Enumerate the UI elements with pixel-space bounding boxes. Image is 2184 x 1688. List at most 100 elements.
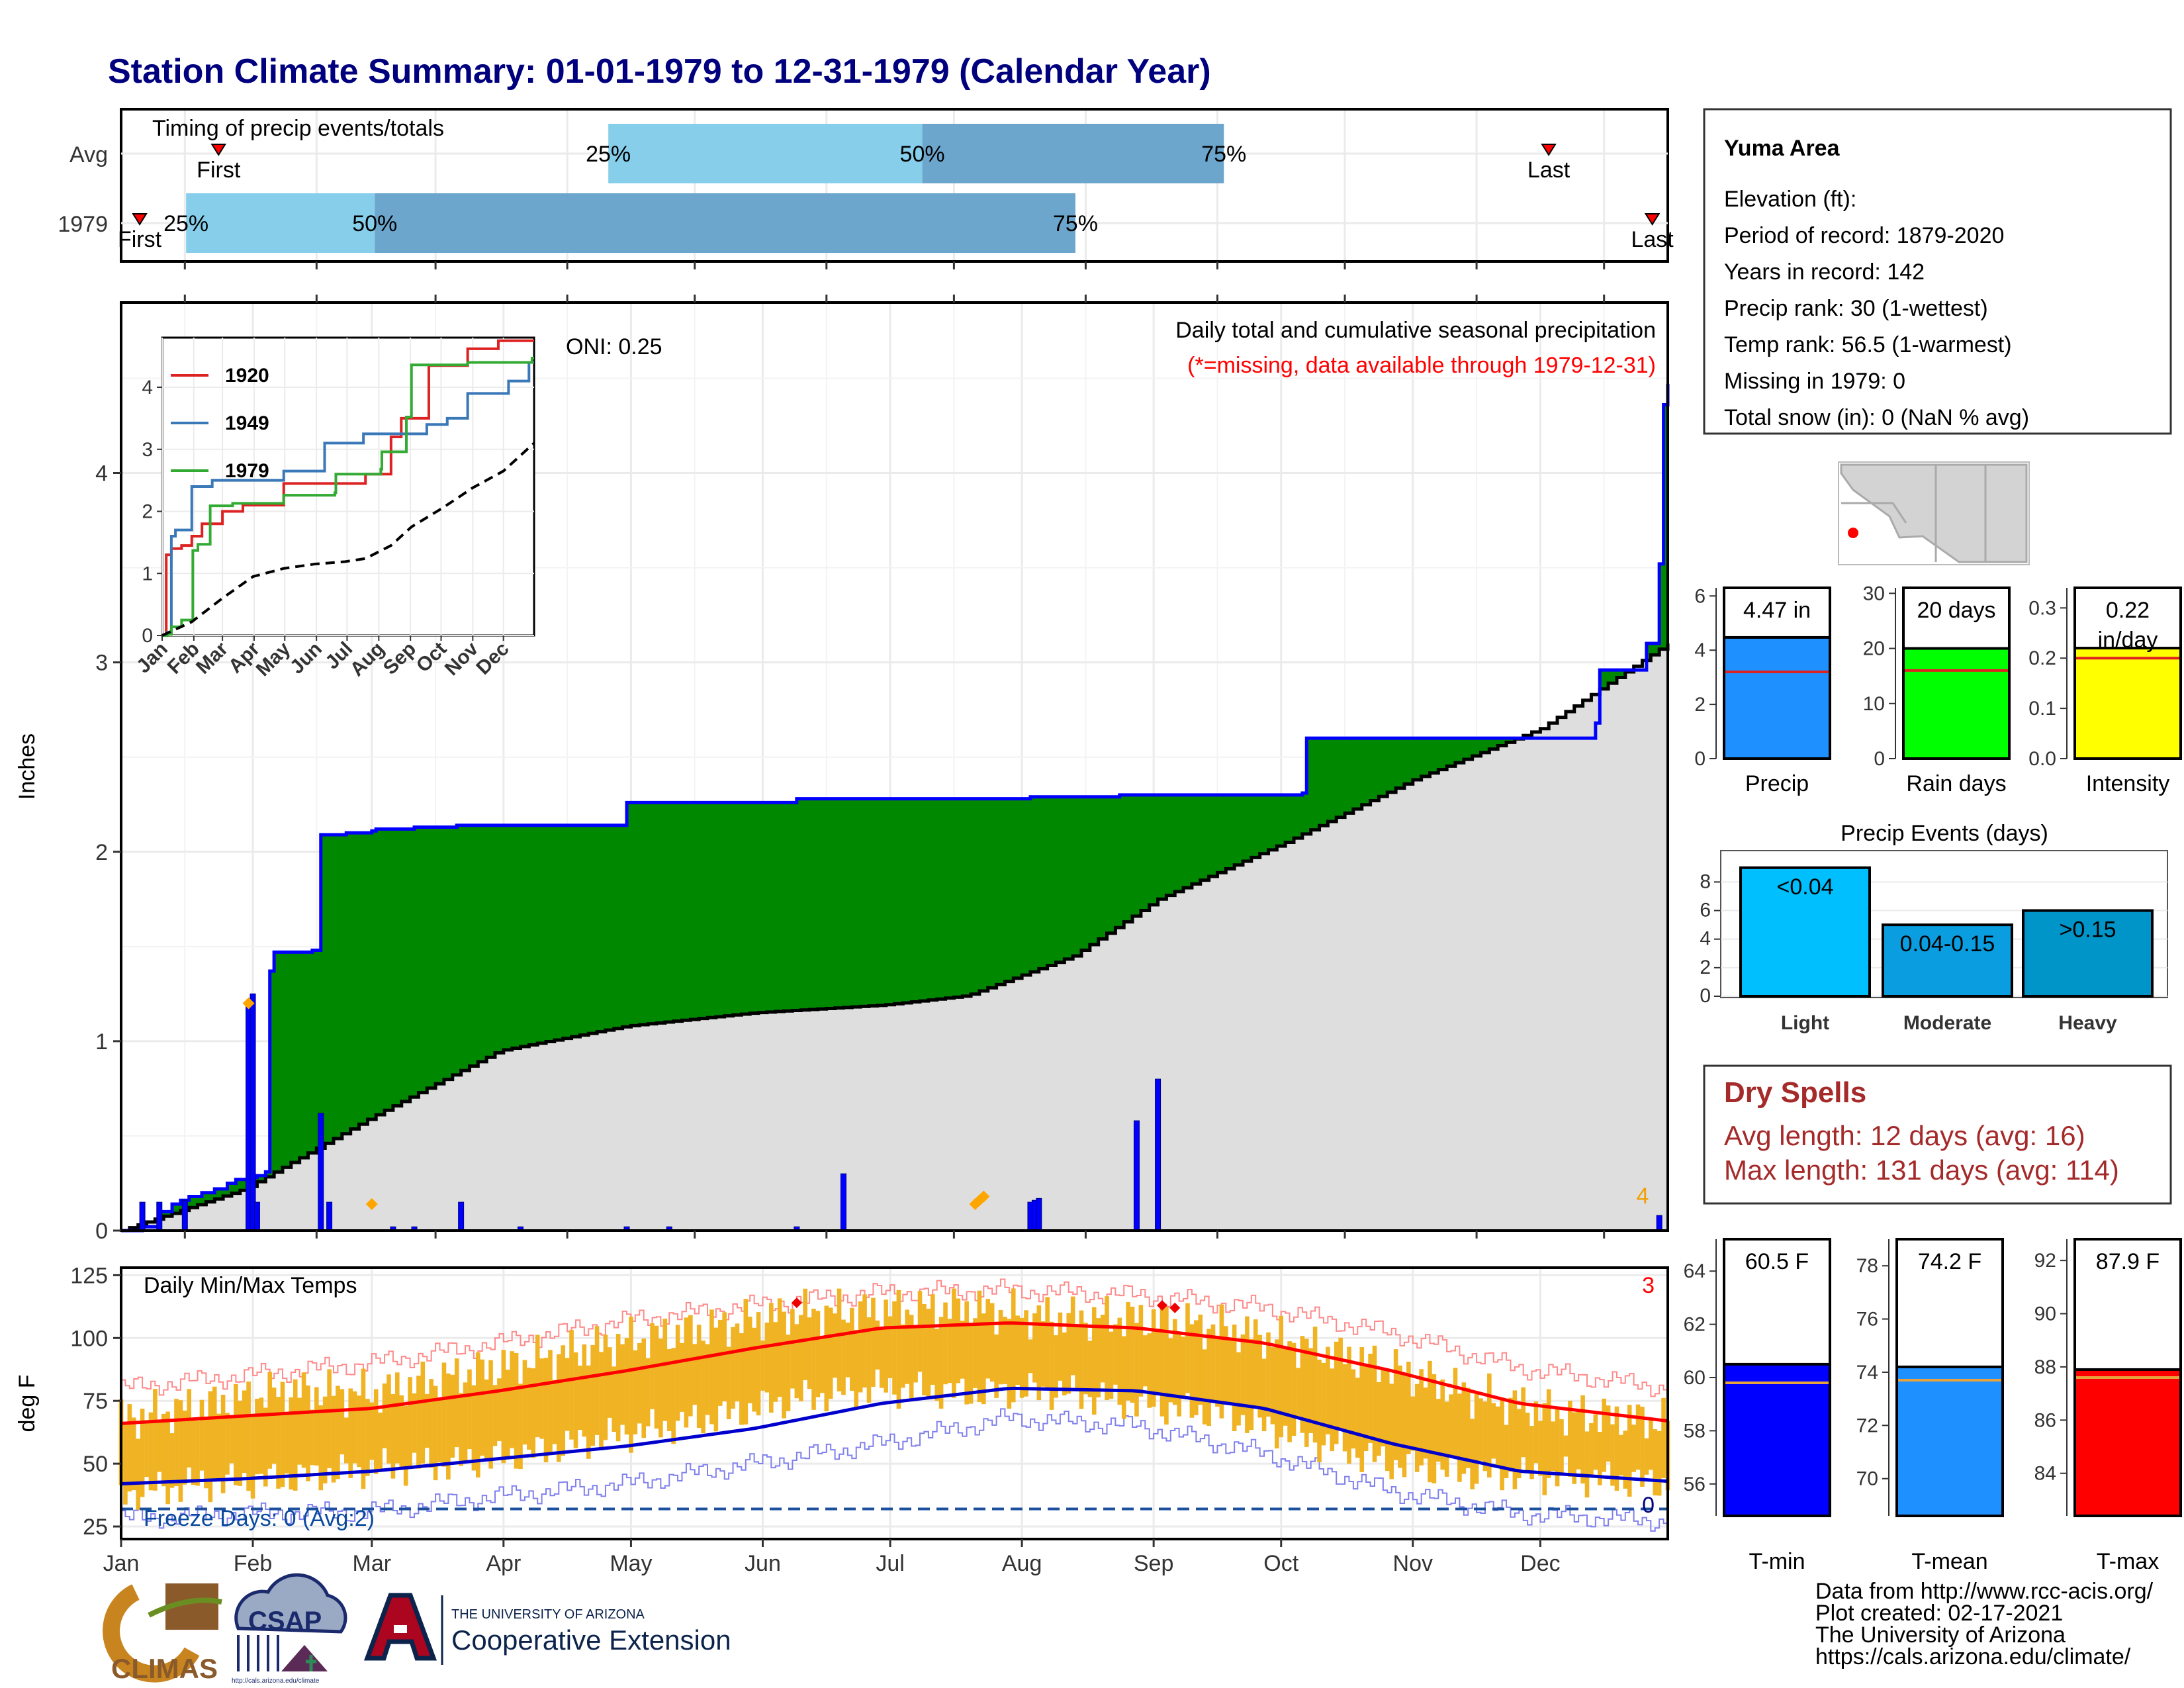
temp-y-tick: 25 [83,1515,108,1540]
daily-temp-bar [204,1418,208,1489]
daily-temp-bar [510,1351,514,1448]
daily-temp-bar [1160,1306,1165,1417]
daily-temp-bar [561,1345,566,1456]
daily-temp-bar [1593,1414,1598,1470]
daily-temp-bar [1079,1310,1084,1409]
daily-temp-bar [934,1329,940,1401]
daily-temp-bar [267,1372,273,1469]
daily-temp-bar [1130,1307,1135,1403]
daily-temp-bar [608,1347,612,1418]
daily-temp-bar [641,1338,647,1438]
daily-temp-bar [416,1376,421,1469]
daily-temp-bar [1257,1335,1262,1418]
daily-temp-bar [1245,1316,1250,1433]
daily-temp-bar [148,1412,154,1491]
daily-temp-bar [849,1307,854,1391]
daily-temp-bar [1414,1383,1420,1472]
daily-temp-bar [820,1336,825,1393]
summary-y-tick: 76 [1856,1309,1878,1331]
precip-summary-bars: 0 2 4 6 4.47 in Precip 0 10 20 30 20 days Rain days… [1694,583,2182,796]
summary-value-label: in/day [2098,628,2158,653]
station-info-box: Yuma Area Elevation (ft): Period of recor… [1703,108,2172,435]
daily-temp-bar [1321,1362,1326,1446]
inset-series-line [162,356,534,637]
location-map [1838,461,2030,565]
daily-temp-bar [913,1327,918,1383]
daily-temp-bar [1482,1401,1488,1472]
daily-temp-bar [747,1317,752,1403]
precip-event-bar-label: >0.15 [2059,917,2116,943]
daily-temp-bar [1330,1368,1335,1452]
daily-temp-bar [1495,1406,1500,1468]
precip-y-tick: 1 [95,1029,108,1055]
daily-temp-bar [964,1301,969,1405]
daily-temp-bar [833,1313,837,1378]
summary-y-tick: 0.0 [2028,748,2056,770]
events-y-tick: 2 [1700,957,1711,978]
daily-temp-bar [1402,1374,1407,1477]
daily-temp-bar [739,1333,744,1425]
daily-temp-bar [1185,1303,1190,1393]
daily-precip-bar [1036,1197,1042,1231]
temp-y-axis-label: deg F [15,1375,40,1432]
daily-temp-bar [985,1299,991,1379]
daily-temp-bar [1508,1397,1513,1472]
daily-temp-bar [340,1389,345,1455]
daily-temp-bar [1045,1297,1050,1389]
daily-temp-bar [1291,1342,1297,1436]
daily-temp-bar [773,1322,778,1402]
daily-temp-bar [1584,1431,1590,1498]
precip-event-bar-label: 0.04-0.15 [1900,931,1995,957]
daily-temp-bar [522,1360,527,1445]
daily-temp-bar [191,1420,196,1485]
daily-temp-bar [157,1421,162,1472]
daily-temp-bar [144,1420,149,1477]
inset-y-tick: 4 [142,377,153,399]
daily-temp-bar [552,1380,557,1444]
daily-temp-bar [769,1303,774,1413]
daily-temp-bar [615,1334,621,1442]
inset-legend-label: 1920 [225,365,269,387]
daily-temp-bar [1516,1409,1522,1479]
summary-bar-panel: 0 2 4 6 4.47 in Precip [1694,585,1831,796]
daily-temp-bar [735,1323,740,1402]
month-tick-label: May [610,1551,652,1576]
inset-legend-label: 1949 [225,412,269,434]
temp-y-tick: 75 [83,1389,108,1414]
summary-y-tick: 60 [1684,1367,1706,1389]
summary-y-tick: 20 [1863,638,1885,660]
daily-temp-bar [476,1352,480,1477]
daily-temp-bar [390,1393,396,1479]
daily-temp-bar [922,1303,927,1395]
inset-legend-label: 1979 [225,460,269,482]
daily-temp-bar [1066,1313,1071,1394]
daily-temp-bar [1049,1321,1054,1410]
daily-temp-bar [306,1385,310,1481]
daily-temp-bar [879,1329,884,1388]
daily-temp-bar [845,1323,850,1378]
timing-percentile-label: 50% [900,142,945,167]
precip-event-bar [1739,866,1871,998]
daily-temp-bar [450,1374,455,1458]
daily-temp-bar [1028,1339,1033,1374]
daily-temp-bar [871,1297,876,1387]
daily-temp-bar [343,1417,349,1464]
daily-temp-bar [1270,1347,1275,1425]
dry-spells-box: Dry Spells Avg length: 12 days (avg: 16)… [1703,1064,2172,1205]
daily-temp-bar [1096,1318,1101,1398]
daily-temp-bar [968,1325,974,1404]
csap-logo-text: CSAP [248,1607,322,1636]
daily-temp-bar [1602,1398,1606,1472]
daily-temp-bar [514,1352,519,1469]
daily-temp-bar [973,1318,978,1388]
daily-temp-bar [854,1330,859,1410]
summary-y-tick: 0.2 [2028,647,2056,669]
daily-temp-bar [705,1344,710,1415]
csap-logo: CSAP http://cals.arizona.edu/climate [232,1573,347,1685]
temp-y-tick: 50 [83,1452,108,1477]
daily-temp-bar [1377,1382,1381,1456]
daily-temp-bar [722,1312,727,1401]
timing-bar-25-50 [186,193,375,253]
daily-temp-bar [1249,1338,1254,1430]
daily-temp-bar [790,1309,795,1389]
